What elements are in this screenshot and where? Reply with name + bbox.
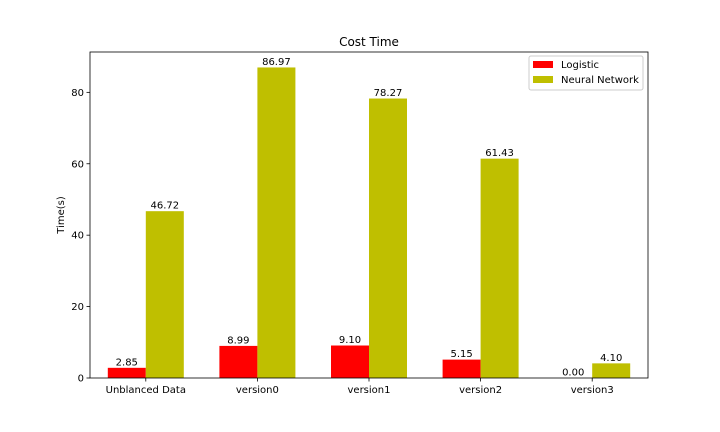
data-label-logistic-version0: 8.99: [227, 335, 249, 346]
legend: Logistic Neural Network: [528, 55, 644, 91]
data-label-neural-network-version0: 86.97: [262, 57, 291, 68]
y-tick-label-0: 0: [78, 374, 84, 385]
legend-label-neural-network: Neural Network: [561, 75, 639, 86]
bars-layer: [107, 67, 631, 379]
y-axis-label: Time(s): [56, 196, 67, 235]
legend-box: [528, 55, 644, 91]
x-tick-label-version2: version2: [459, 385, 502, 396]
data-label-logistic-version3: 0.00: [562, 368, 584, 379]
x-tick-label-version3: version3: [571, 385, 614, 396]
axes: Unblanced Data version0 version1 version2 ve…: [71, 51, 649, 396]
bar-neural-network-version1: [369, 98, 407, 379]
data-label-neural-network-unblanced-data: 46.72: [150, 201, 179, 212]
bar-neural-network-unblanced-data: [145, 211, 184, 378]
data-labels-layer: 2.85 46.72 8.99 86.97 9.10 78.27 5.15 61.43 0.00…: [116, 57, 623, 379]
y-tick-label-40: 40: [71, 231, 84, 242]
x-tick-label-version1: version1: [348, 385, 391, 396]
data-label-neural-network-version2: 61.43: [485, 148, 514, 159]
plot-frame: [89, 51, 649, 379]
legend-swatch-neural-network: [533, 76, 553, 83]
data-label-logistic-unblanced-data: 2.85: [116, 357, 138, 368]
bar-logistic-unblanced-data: [107, 367, 146, 378]
x-tick-label-version0: version0: [236, 385, 279, 396]
bar-neural-network-version2: [480, 158, 519, 378]
legend-swatch-logistic: [533, 61, 553, 68]
bar-logistic-version0: [219, 345, 258, 378]
data-label-logistic-version2: 5.15: [450, 349, 472, 360]
x-tick-label-unblanced-data: Unblanced Data: [106, 385, 186, 396]
y-tick-label-20: 20: [71, 302, 84, 313]
bar-logistic-version2: [442, 359, 481, 378]
y-tick-label-60: 60: [71, 159, 84, 170]
legend-label-logistic: Logistic: [561, 60, 599, 71]
data-label-neural-network-version1: 78.27: [374, 88, 403, 99]
data-label-logistic-version1: 9.10: [339, 335, 361, 346]
bar-neural-network-version3: [592, 363, 631, 378]
bar-neural-network-version0: [257, 67, 296, 378]
chart-title: Cost Time: [339, 35, 399, 49]
y-tick-label-80: 80: [71, 88, 84, 99]
data-label-neural-network-version3: 4.10: [600, 353, 622, 364]
bar-logistic-version1: [331, 345, 369, 378]
